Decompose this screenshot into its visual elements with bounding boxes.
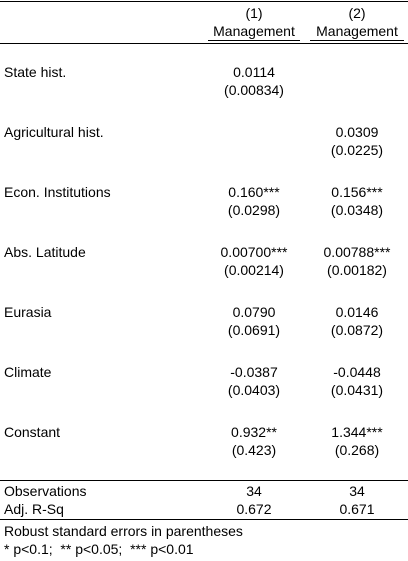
se-climate-col1: (0.0403) (227, 382, 281, 398)
table-note-standard-errors: Robust standard errors in parentheses (4, 523, 243, 539)
coef-climate-col1: -0.0387 (230, 364, 278, 380)
se-eurasia-col1: (0.0691) (227, 322, 281, 338)
se-eurasia-col2: (0.0872) (330, 322, 384, 338)
top-rule (0, 1, 408, 2)
se-constant-col2: (0.268) (334, 442, 380, 458)
row-label-constant: Constant (4, 424, 61, 440)
stat-adj-r-sq-col1: 0.672 (236, 501, 272, 517)
coef-econ-institutions-col1: 0.160*** (228, 184, 280, 200)
se-constant-col1: (0.423) (231, 442, 277, 458)
table-note-significance: * p<0.1; ** p<0.05; *** p<0.01 (4, 541, 194, 557)
coef-constant-col2: 1.344*** (331, 424, 383, 440)
se-econ-institutions-col2: (0.0348) (330, 202, 384, 218)
row-label-state-hist: State hist. (4, 64, 67, 80)
se-abs-latitude-col1: (0.00214) (224, 262, 284, 278)
se-state-hist-col1: (0.00834) (224, 82, 284, 98)
row-label-agricultural-hist: Agricultural hist. (4, 124, 104, 140)
row-label-abs-latitude: Abs. Latitude (4, 244, 86, 260)
se-econ-institutions-col1: (0.0298) (227, 202, 281, 218)
coef-state-hist-col1: 0.0114 (233, 64, 275, 80)
column-1-number: (1) (245, 5, 263, 21)
row-label-eurasia: Eurasia (4, 304, 52, 320)
row-label-econ-institutions: Econ. Institutions (4, 184, 111, 200)
coef-eurasia-col2: 0.0146 (335, 304, 379, 320)
column-2-dependent-variable: Management (310, 22, 404, 41)
coef-econ-institutions-col2: 0.156*** (331, 184, 383, 200)
se-abs-latitude-col2: (0.00182) (327, 262, 387, 278)
coef-abs-latitude-col1: 0.00700*** (220, 244, 288, 260)
stats-rule (0, 480, 408, 481)
column-1-dependent-variable: Management (208, 22, 300, 41)
stat-label-adj-r-sq: Adj. R-Sq (4, 501, 64, 517)
coef-abs-latitude-col2: 0.00788*** (323, 244, 391, 260)
header-rule (0, 43, 408, 44)
stat-label-observations: Observations (4, 483, 87, 499)
bottom-rule (0, 519, 408, 520)
column-2-number: (2) (348, 5, 366, 21)
coef-climate-col2: -0.0448 (333, 364, 381, 380)
coef-eurasia-col1: 0.0790 (232, 304, 276, 320)
coef-agricultural-hist-col2: 0.0309 (335, 124, 379, 140)
coef-constant-col1: 0.932** (231, 424, 277, 440)
se-climate-col2: (0.0431) (330, 382, 384, 398)
row-label-climate: Climate (4, 364, 52, 380)
se-agricultural-hist-col2: (0.0225) (330, 142, 384, 158)
stat-adj-r-sq-col2: 0.671 (339, 501, 375, 517)
stat-observations-col2: 34 (349, 483, 365, 499)
stat-observations-col1: 34 (246, 483, 262, 499)
